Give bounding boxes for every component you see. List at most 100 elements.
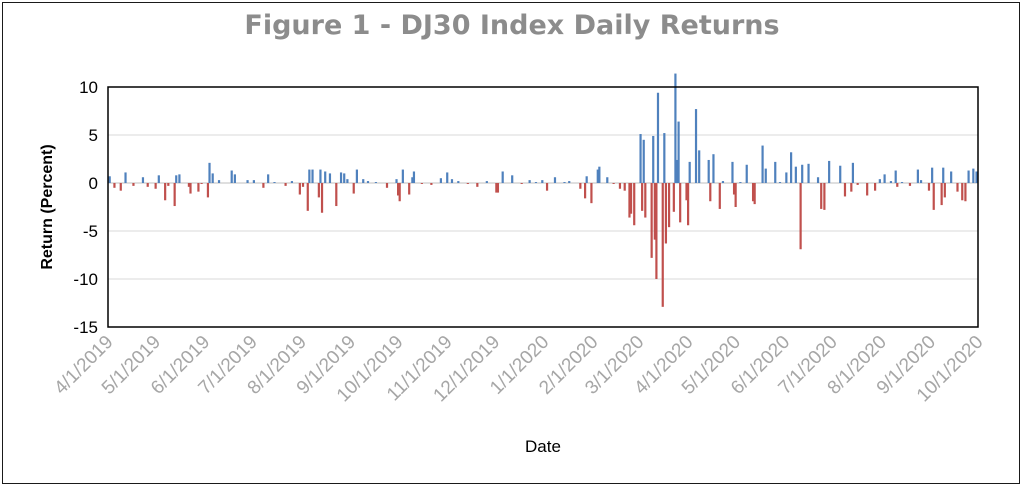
bar: [967, 170, 970, 183]
bar: [420, 183, 423, 184]
bar: [501, 171, 504, 183]
bar: [252, 180, 255, 183]
bar: [950, 171, 953, 183]
bar: [894, 170, 897, 183]
y-tick-label: 5: [89, 126, 98, 145]
bar: [878, 179, 881, 183]
bar: [761, 145, 764, 183]
plot-area-border: [107, 86, 979, 328]
bar: [794, 166, 797, 183]
bar: [132, 183, 135, 186]
bar: [485, 181, 488, 183]
bar: [476, 183, 479, 187]
bar: [154, 183, 157, 189]
bar: [119, 183, 122, 191]
y-tick-label: 10: [79, 78, 98, 97]
bar: [397, 183, 400, 196]
bar: [579, 183, 582, 189]
bar: [596, 169, 599, 183]
bar: [712, 154, 715, 183]
bar: [308, 169, 311, 183]
bar: [679, 183, 682, 223]
bar: [450, 179, 454, 183]
bar: [940, 183, 943, 206]
bar: [816, 177, 820, 183]
bar: [685, 183, 688, 201]
y-tick-label: -15: [73, 318, 98, 337]
bar: [189, 183, 192, 194]
bar: [674, 73, 677, 183]
bar: [319, 169, 322, 183]
bar: [778, 182, 782, 183]
bar: [317, 183, 320, 198]
bar: [774, 161, 777, 183]
bar: [900, 182, 904, 183]
bar: [664, 183, 668, 244]
bar: [335, 183, 338, 207]
bar: [732, 183, 736, 195]
bars: [108, 73, 978, 307]
bar: [362, 179, 365, 183]
bar: [146, 183, 149, 187]
bar: [707, 159, 710, 183]
bar: [339, 172, 343, 183]
bar: [790, 152, 793, 183]
bar: [612, 183, 615, 184]
bar: [408, 183, 411, 195]
bar: [439, 178, 442, 183]
bar: [677, 121, 680, 183]
bar: [745, 164, 748, 183]
bar: [534, 182, 538, 183]
bar: [430, 183, 433, 185]
bar: [273, 182, 276, 183]
bar: [446, 172, 449, 183]
bar: [545, 183, 549, 191]
bar: [675, 159, 679, 183]
bar: [641, 183, 644, 211]
bar: [262, 183, 265, 188]
bar: [355, 169, 358, 183]
bar: [942, 167, 945, 183]
bar: [496, 183, 500, 193]
bar: [694, 109, 698, 183]
bar: [661, 183, 664, 307]
bar: [655, 183, 658, 279]
bar: [801, 164, 804, 183]
bar: [943, 183, 946, 198]
x-axis-ticks: 4/1/20195/1/20196/1/20197/1/20198/1/2019…: [50, 332, 987, 407]
bar: [328, 173, 332, 183]
bar: [823, 183, 826, 210]
bar: [606, 177, 609, 183]
bar: [687, 183, 690, 226]
bar: [352, 183, 355, 194]
bar: [628, 183, 631, 218]
bar: [343, 173, 346, 183]
bar: [667, 183, 671, 228]
bar: [178, 174, 181, 183]
bar: [495, 183, 498, 193]
bar: [563, 182, 566, 183]
bar: [267, 174, 270, 183]
bar: [411, 177, 414, 183]
bar: [964, 183, 967, 202]
bar: [919, 180, 923, 183]
bar: [785, 172, 788, 183]
bar: [233, 174, 236, 183]
chart-title: Figure 1 - DJ30 Index Daily Returns: [244, 10, 780, 41]
bar: [598, 166, 601, 183]
bar: [324, 171, 327, 183]
y-tick-label: 0: [89, 174, 98, 193]
bar: [301, 183, 305, 187]
bar: [739, 182, 742, 183]
bar: [873, 183, 877, 191]
bar: [466, 183, 469, 184]
bar: [623, 183, 626, 191]
bar: [972, 168, 975, 183]
bar: [217, 180, 221, 183]
bar: [366, 181, 370, 183]
bar: [395, 179, 398, 183]
y-tick-label: -10: [73, 270, 98, 289]
bar: [306, 183, 309, 211]
bar: [320, 183, 324, 213]
